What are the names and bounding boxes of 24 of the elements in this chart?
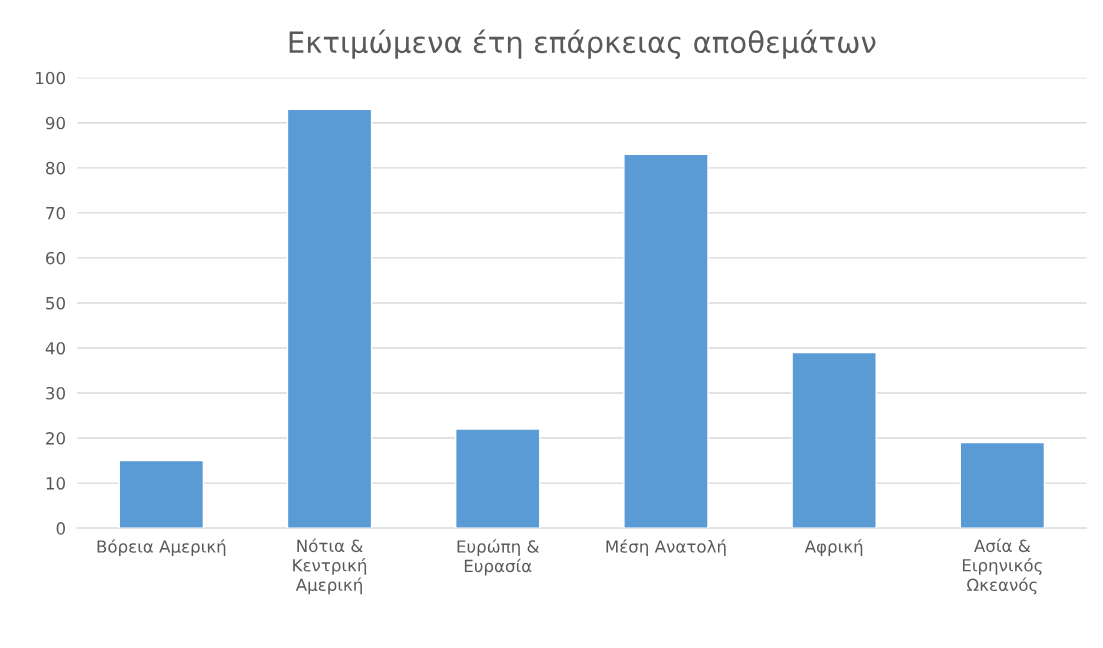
x-tick-label: Αφρική xyxy=(804,539,863,557)
bar xyxy=(118,459,205,529)
x-tick-label: Μέση Ανατολή xyxy=(606,539,726,557)
bar xyxy=(791,351,877,529)
y-tick-label: 20 xyxy=(46,432,65,445)
bar xyxy=(623,153,709,529)
y-tick-label: 90 xyxy=(45,116,65,130)
x-tick-label: Βόρεια Αμερική xyxy=(97,539,226,557)
y-tick-label: 30 xyxy=(46,386,65,400)
y-tick-label: 70 xyxy=(46,206,65,220)
y-tick-label: 60 xyxy=(46,251,65,265)
y-tick-label: 80 xyxy=(46,161,65,175)
y-tick-label: 0 xyxy=(56,522,65,535)
x-tick-label: Ευρώπη & Ευρασία xyxy=(457,539,540,576)
bar xyxy=(286,108,373,529)
y-tick-label: 40 xyxy=(45,341,65,355)
chart-title: Εκτιμώμενα έτη επάρκειας αποθεμάτων xyxy=(289,29,876,59)
x-tick-label: Ασία & Ειρηνικός Ωκεανός xyxy=(962,538,1042,595)
y-tick-label: 50 xyxy=(46,296,65,310)
y-tick-label: 100 xyxy=(36,71,65,85)
x-tick-label: Νότια & Κεντρική Αμερική xyxy=(293,538,367,595)
y-tick-label: 10 xyxy=(46,477,65,490)
bar xyxy=(454,428,541,529)
bar xyxy=(959,441,1046,529)
